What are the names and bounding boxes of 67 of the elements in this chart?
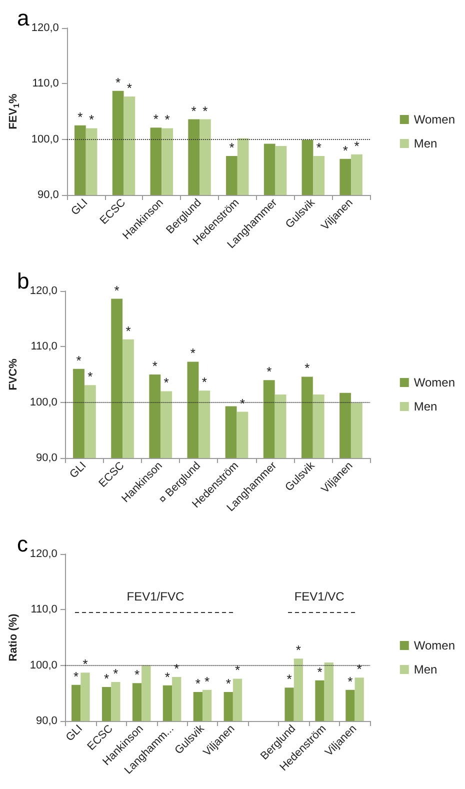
data-label: *: [348, 674, 353, 689]
y-tick-label: 90,0: [36, 715, 58, 727]
data-label: *: [152, 358, 158, 374]
data-label: *: [296, 642, 301, 658]
data-label: *: [195, 676, 200, 692]
data-label: *: [234, 662, 240, 678]
y-tick-label: 110,0: [30, 604, 58, 616]
annotation: FEV1/FVC: [126, 589, 184, 604]
data-label: *: [342, 142, 348, 158]
data-label: *: [164, 669, 170, 684]
legend-label: Women: [414, 112, 456, 126]
y-tick-label: 100,0: [30, 659, 58, 672]
x-tick-label: GLI: [68, 460, 89, 481]
y-tick-label: 120,0: [31, 22, 59, 34]
chart-title: a: [17, 6, 30, 30]
legend-label: Men: [414, 136, 438, 150]
data-label: *: [202, 374, 207, 390]
data-label: *: [104, 671, 110, 686]
y-axis-title: FVC%: [8, 358, 20, 390]
legend-label: Men: [414, 662, 438, 676]
data-label: *: [126, 80, 132, 96]
y-axis-title: Ratio (%): [8, 613, 20, 662]
data-label: *: [354, 138, 360, 154]
legend-label: Women: [414, 638, 456, 652]
data-label: *: [82, 656, 88, 672]
data-label: *: [226, 676, 231, 692]
data-label: *: [88, 369, 93, 384]
data-label: *: [113, 666, 118, 682]
y-tick-label: 100,0: [31, 133, 59, 146]
data-label: *: [126, 323, 131, 338]
data-label: *: [164, 375, 169, 390]
data-label: *: [316, 140, 322, 156]
data-label: *: [229, 140, 234, 156]
data-label: *: [202, 103, 208, 118]
data-label: *: [153, 112, 158, 127]
y-tick-label: 110,0: [30, 340, 58, 353]
data-label: *: [174, 661, 180, 676]
data-label: *: [304, 360, 310, 376]
data-label: *: [190, 346, 196, 361]
legend-label: Women: [414, 376, 456, 390]
data-label: *: [317, 664, 322, 680]
data-label: *: [164, 112, 170, 128]
data-label: *: [266, 364, 272, 380]
data-label: *: [191, 103, 196, 118]
chart-title: c: [17, 532, 28, 556]
y-axis-title: FEV1%: [8, 93, 21, 130]
data-label: *: [286, 672, 292, 687]
legend-label: Men: [414, 400, 438, 414]
y-tick-label: 90,0: [36, 452, 58, 464]
x-tick-label: GLI: [69, 196, 90, 218]
y-tick-label: 100,0: [30, 396, 58, 408]
data-label: *: [204, 674, 210, 689]
data-label: *: [76, 352, 82, 368]
data-label: *: [116, 74, 121, 90]
data-label: *: [78, 109, 83, 124]
data-label: *: [89, 112, 94, 128]
x-tick-label: GLI: [64, 722, 85, 744]
y-tick-label: 120,0: [30, 285, 58, 297]
y-tick-label: 90,0: [38, 189, 59, 201]
data-label: *: [114, 282, 120, 298]
y-tick-label: 110,0: [32, 78, 59, 90]
chart-title: b: [17, 268, 30, 294]
annotation: FEV1/VC: [294, 589, 345, 604]
data-label: *: [356, 662, 362, 677]
data-label: *: [74, 668, 79, 684]
y-tick-label: 120,0: [30, 548, 58, 560]
data-label: *: [134, 667, 140, 682]
